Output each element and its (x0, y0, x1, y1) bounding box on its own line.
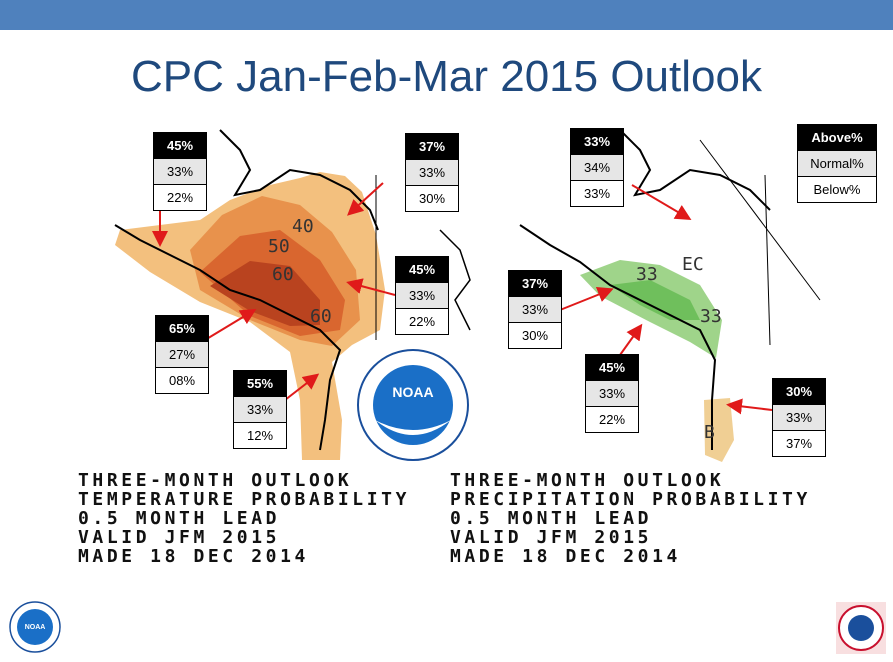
probability-value: 34% (571, 154, 623, 180)
probability-value: 30% (509, 322, 561, 348)
noaa-logo: NOAA (357, 349, 469, 461)
probability-value: 33% (396, 282, 448, 308)
slide-title: CPC Jan-Feb-Mar 2015 Outlook (131, 52, 762, 101)
map-caption: THREE-MONTH OUTLOOK PRECIPITATION PROBABI… (450, 471, 811, 566)
nws-logo (836, 602, 886, 654)
caption-line: MADE 18 DEC 2014 (78, 546, 309, 567)
arrows (152, 182, 773, 415)
probability-box: 65% 27% 08% (155, 315, 209, 394)
probability-value: 45% (154, 133, 206, 158)
contour-label: B (704, 422, 715, 443)
probability-box: 37% 33% 30% (405, 133, 459, 212)
contour-label: 40 (292, 216, 314, 237)
probability-value: 37% (406, 134, 458, 159)
probability-value: 55% (234, 371, 286, 396)
contour-label: 33 (700, 306, 722, 327)
probability-value: 30% (406, 185, 458, 211)
caption-line: 0.5 MONTH LEAD (78, 508, 281, 529)
probability-value: 37% (773, 430, 825, 456)
map-caption: THREE-MONTH OUTLOOK TEMPERATURE PROBABILI… (78, 471, 410, 566)
probability-box: 45% 33% 22% (395, 256, 449, 335)
probability-value: 33% (586, 380, 638, 406)
probability-value: 65% (156, 316, 208, 341)
probability-value: 08% (156, 367, 208, 393)
caption-line: THREE-MONTH OUTLOOK (78, 470, 353, 491)
probability-value: 33% (571, 180, 623, 206)
caption-line: 0.5 MONTH LEAD (450, 508, 653, 529)
caption-line: TEMPERATURE PROBABILITY (78, 489, 411, 510)
probability-value: 45% (396, 257, 448, 282)
noaa-small-logo: NOAA (9, 601, 61, 653)
probability-value: 33% (509, 296, 561, 322)
probability-value: 12% (234, 422, 286, 448)
caption-line: MADE 18 DEC 2014 (450, 546, 681, 567)
probability-value: 37% (509, 271, 561, 296)
probability-value: 22% (154, 184, 206, 210)
probability-value: 33% (571, 129, 623, 154)
contour-label: 60 (272, 264, 294, 285)
probability-value: 22% (586, 406, 638, 432)
probability-box: 45% 33% 22% (585, 354, 639, 433)
caption-line: VALID JFM 2015 (450, 527, 653, 548)
caption-line: VALID JFM 2015 (78, 527, 281, 548)
logo-text: NOAA (25, 624, 46, 631)
probability-value: 22% (396, 308, 448, 334)
legend-entry: Above% (798, 125, 876, 150)
probability-value: 30% (773, 379, 825, 404)
probability-box: 45% 33% 22% (153, 132, 207, 211)
probability-box: 33% 34% 33% (570, 128, 624, 207)
contour-label: 33 (636, 264, 658, 285)
caption-line: PRECIPITATION PROBABILITY (450, 489, 811, 510)
probability-value: 27% (156, 341, 208, 367)
probability-box: 30% 33% 37% (772, 378, 826, 457)
precipitation-map (519, 129, 821, 462)
contour-label: EC (682, 254, 704, 275)
probability-value: 33% (154, 158, 206, 184)
contour-label: 60 (310, 306, 332, 327)
legend: Above% Normal% Below% (797, 124, 877, 203)
probability-box: 37% 33% 30% (508, 270, 562, 349)
probability-value: 33% (406, 159, 458, 185)
probability-box: 55% 33% 12% (233, 370, 287, 449)
legend-entry: Normal% (798, 150, 876, 176)
probability-value: 33% (234, 396, 286, 422)
logo-text: NOAA (392, 384, 433, 400)
probability-value: 45% (586, 355, 638, 380)
probability-value: 33% (773, 404, 825, 430)
contour-label: 50 (268, 236, 290, 257)
caption-line: THREE-MONTH OUTLOOK (450, 470, 725, 491)
top-bar (0, 0, 893, 30)
legend-entry: Below% (798, 176, 876, 202)
